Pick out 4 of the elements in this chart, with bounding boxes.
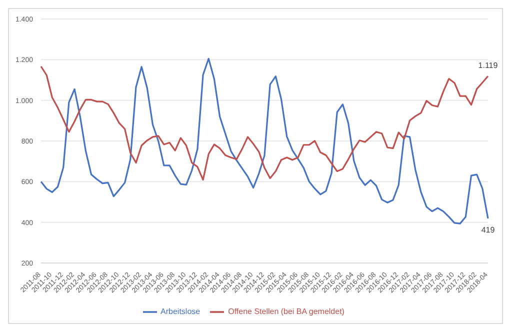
data-label: 419 [481, 225, 496, 234]
legend-label: Arbeitslose [160, 307, 200, 316]
data-label: 1.119 [478, 61, 498, 70]
legend-label: Offene Stellen (bei BA gemeldet) [228, 307, 344, 316]
